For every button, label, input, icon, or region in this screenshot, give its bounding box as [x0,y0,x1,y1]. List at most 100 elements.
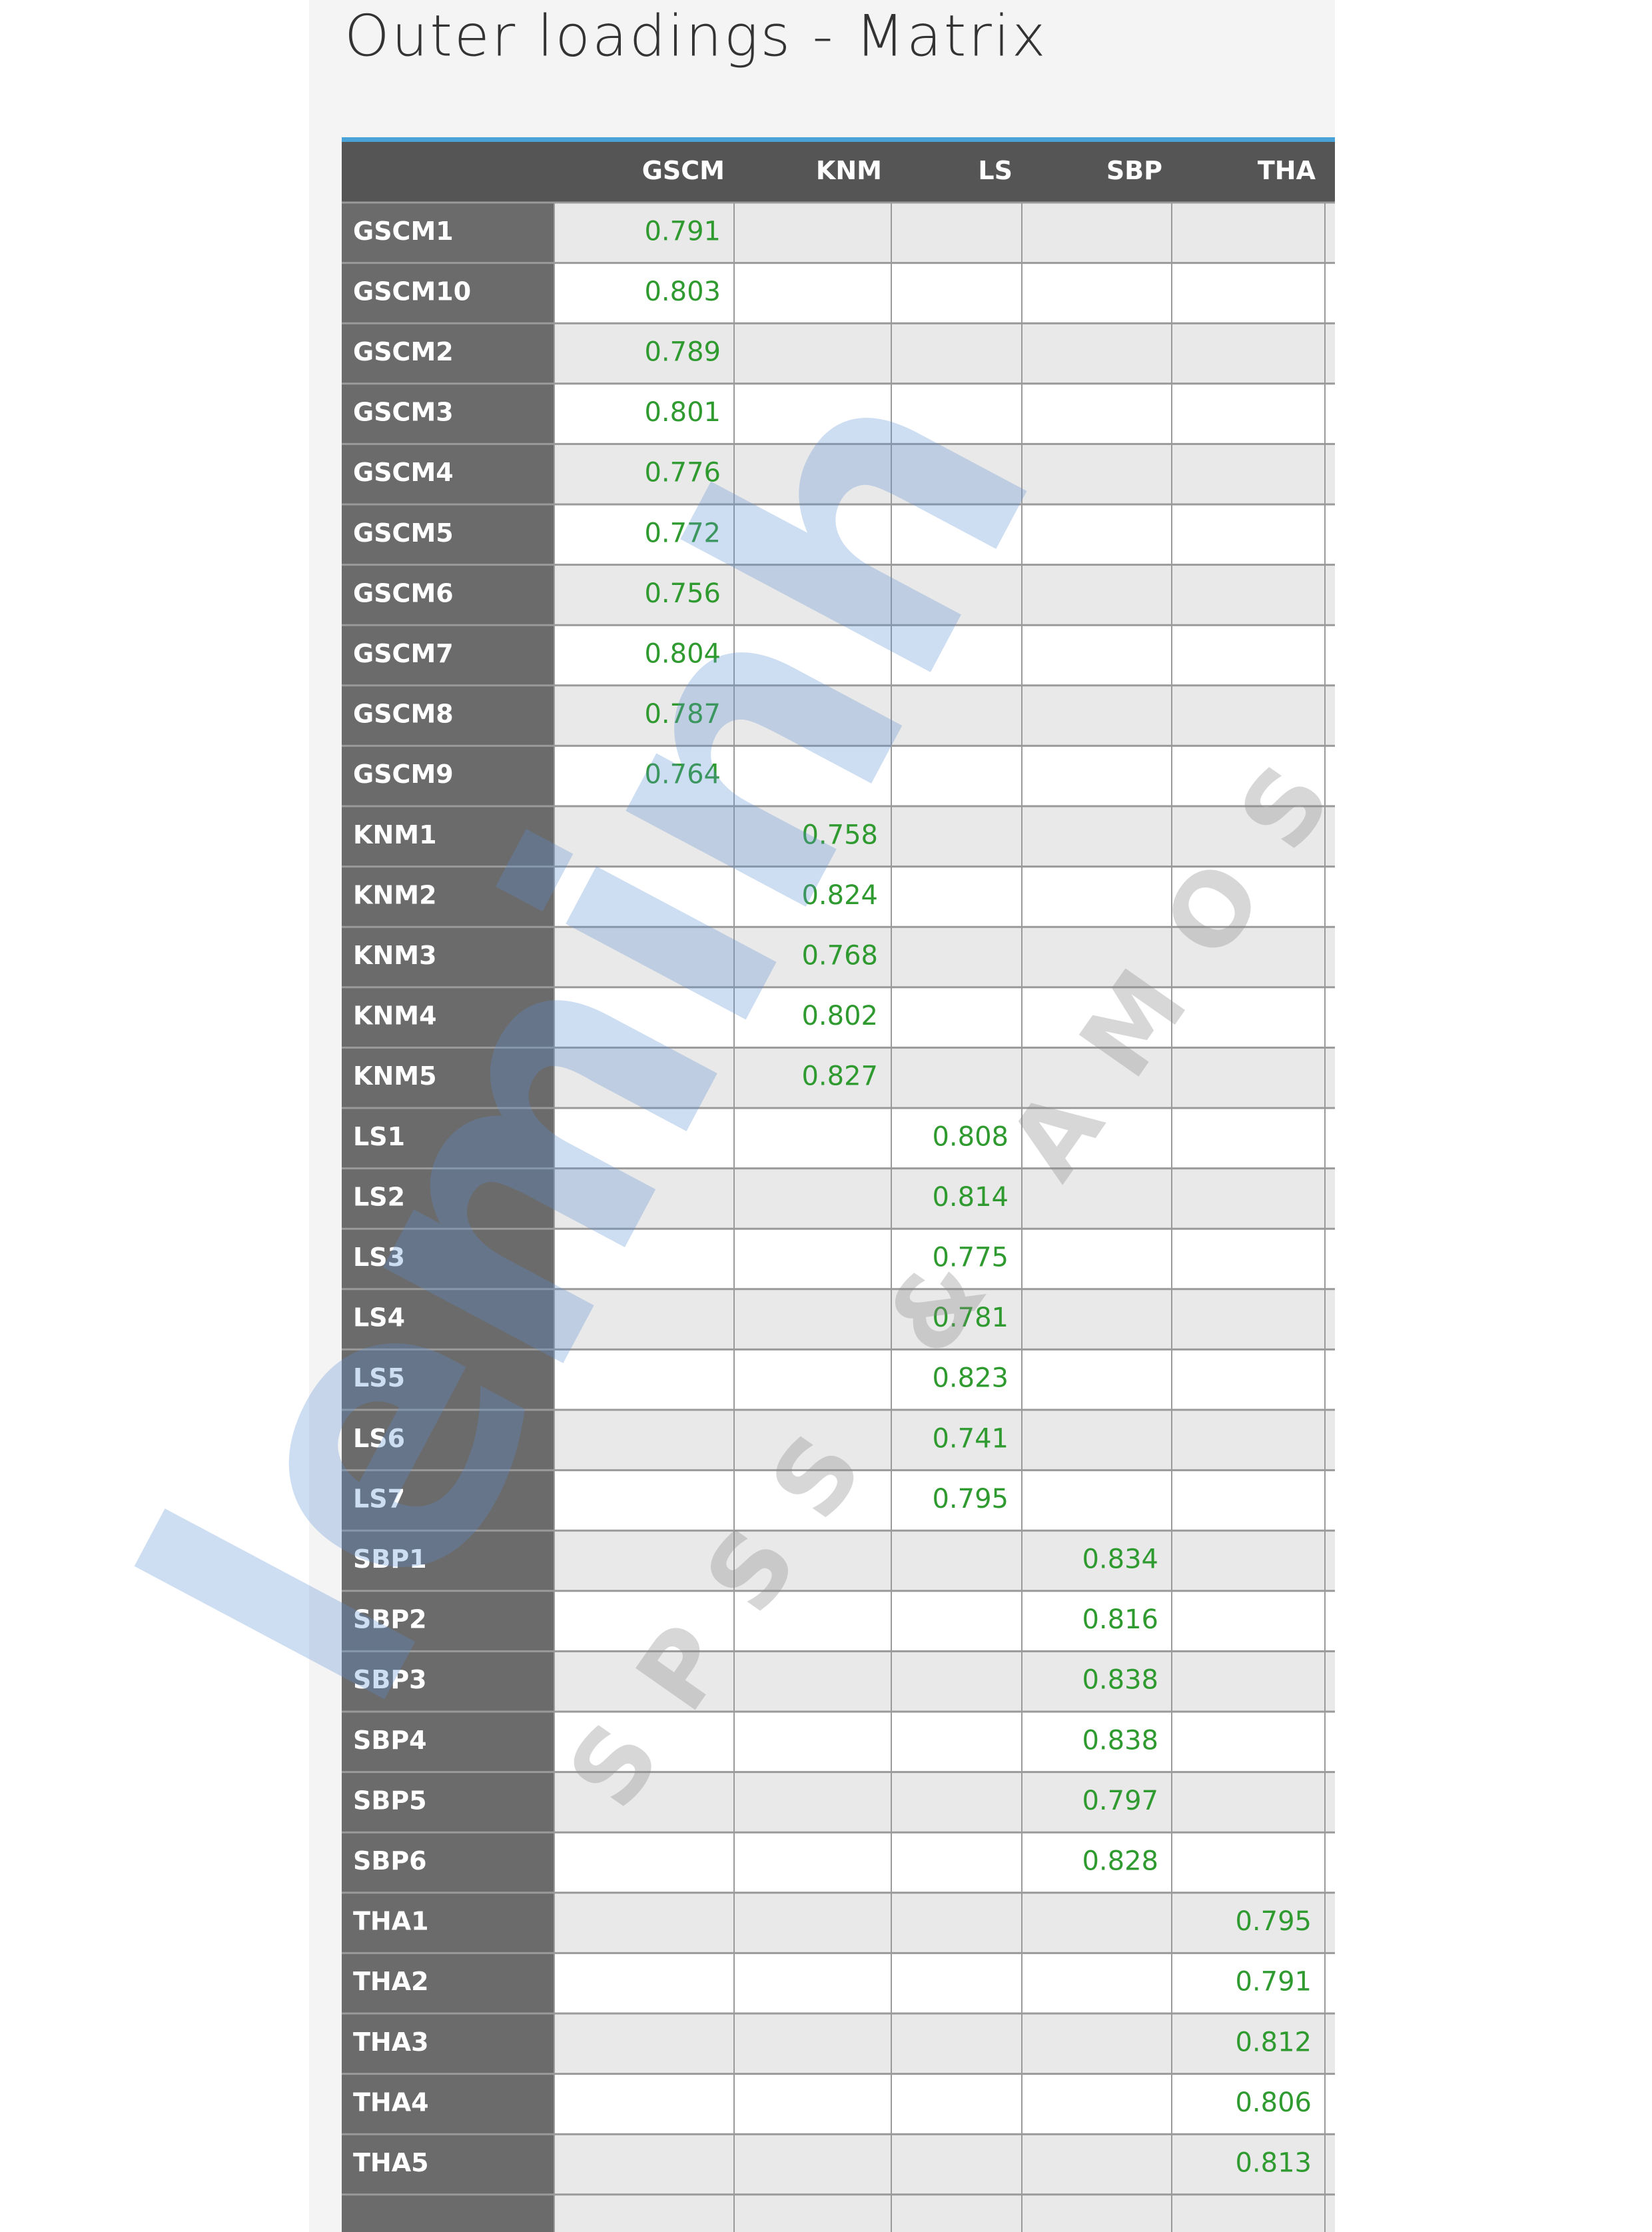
row-label: KNM2 [353,880,437,909]
row-header-cell [342,1892,554,1953]
row-label: GSCM5 [353,518,454,548]
loading-value: 0.838 [1082,1665,1158,1696]
row-header-cell [342,1590,554,1652]
loading-value: 0.776 [644,458,721,488]
loading-value: 0.824 [801,880,878,911]
row-label: THA5 [353,2148,429,2177]
loading-value: 0.789 [644,337,721,368]
row-label: SBP4 [353,1726,427,1755]
row-bg [554,2073,1335,2135]
loading-value: 0.813 [1235,2148,1312,2179]
row-header-cell [342,1953,554,2013]
row-label: GSCM1 [353,217,454,246]
row-label: THA2 [353,1967,429,1996]
row-bg [554,1470,1335,1531]
row-bg [554,625,1335,686]
row-header-cell [342,504,554,565]
loading-value: 0.787 [644,699,721,730]
row-bg [554,564,1335,626]
row-bg [554,927,1335,987]
loading-value: 0.816 [1082,1604,1158,1635]
row-label: KNM4 [353,1001,437,1031]
row-label: GSCM4 [353,458,454,487]
row-header-cell [342,2013,554,2074]
row-bg [554,1168,1335,1229]
loading-value: 0.823 [932,1363,1009,1394]
row-bg [554,1229,1335,1289]
row-bg [554,1108,1335,1169]
row-label: LS6 [353,1424,405,1453]
loading-value: 0.828 [1082,1846,1158,1877]
row-label: GSCM3 [353,398,454,427]
loading-value: 0.803 [644,277,721,307]
row-label: GSCM9 [353,760,454,789]
loading-value: 0.827 [801,1061,878,1092]
row-label: GSCM6 [353,578,454,608]
row-label: LS7 [353,1484,405,1513]
row-label: GSCM2 [353,337,454,366]
column-header: THA [1258,156,1316,185]
row-bg [554,1772,1335,1833]
row-bg [554,1410,1335,1470]
row-header-cell [342,1410,554,1470]
row-label: KNM5 [353,1061,437,1091]
row-header-cell [342,987,554,1048]
loading-value: 0.775 [932,1243,1009,1273]
row-label: LS5 [353,1363,405,1393]
row-header-cell [342,1470,554,1531]
row-header-cell [342,1229,554,1289]
row-header-cell [342,203,554,263]
row-bg [554,383,1335,444]
loading-value: 0.781 [932,1303,1009,1333]
loading-value: 0.756 [644,578,721,609]
row-label: LS2 [353,1182,405,1211]
row-bg [554,1832,1335,1893]
loading-value: 0.812 [1235,2027,1312,2057]
row-header-cell [342,444,554,504]
row-bg [554,1953,1335,2013]
row-header-cell [342,1108,554,1169]
row-bg [554,866,1335,927]
row-header-cell [342,383,554,444]
row-header-cell [342,625,554,686]
row-header-cell [342,2134,554,2195]
row-bg [554,685,1335,746]
row-header-cell [342,927,554,987]
loading-value: 0.814 [932,1182,1009,1213]
row-label: LS3 [353,1243,405,1272]
row-bg [554,1712,1335,1772]
row-bg [554,1349,1335,1410]
row-label: LS4 [353,1303,405,1333]
loading-value: 0.764 [644,760,721,790]
loading-value: 0.741 [932,1423,1009,1454]
table-top-border [342,137,1335,142]
row-label: THA3 [353,2027,429,2057]
row-header-cell [342,1289,554,1350]
column-header: KNM [816,156,882,185]
row-bg [554,1651,1335,1712]
row-bg [554,444,1335,504]
column-header: GSCM [642,156,725,185]
row-header-cell [342,1712,554,1772]
row-bg [554,1892,1335,1953]
row-label: GSCM8 [353,700,454,729]
header-row [342,142,1335,203]
panel-title: Outer loadings - Matrix [344,3,1048,70]
row-label: SBP6 [353,1846,427,1876]
row-header-cell [342,1772,554,1833]
loading-value: 0.806 [1235,2087,1312,2118]
row-bg [554,746,1335,806]
loading-value: 0.795 [1235,1906,1312,1937]
row-label: KNM3 [353,941,437,970]
loading-value: 0.804 [644,639,721,670]
row-label: GSCM10 [353,277,471,306]
table: GSCM KNM LS SBP THA GSCM1 0.791 GSCM10 0.803 GSCM… [342,142,1335,2232]
loading-value: 0.808 [932,1121,1009,1152]
row-header-cell [342,2194,554,2232]
row-header-cell [342,1530,554,1591]
loading-value: 0.802 [801,1001,878,1031]
row-bg [554,2194,1335,2232]
row-bg [554,203,1335,263]
